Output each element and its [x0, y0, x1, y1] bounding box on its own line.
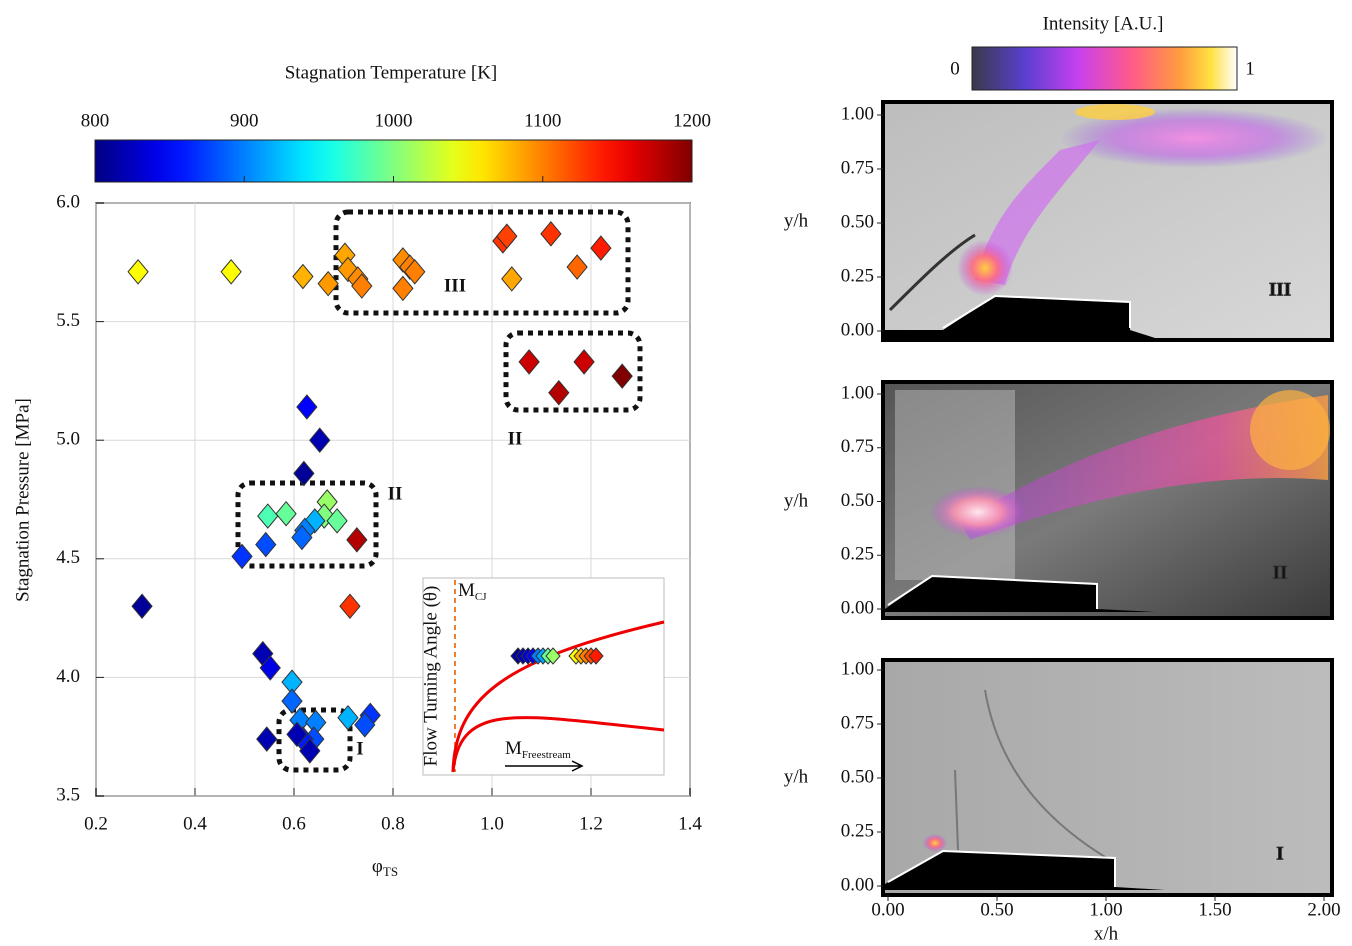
- annotation-label: II: [388, 483, 403, 504]
- y-tick-label: 6.0: [56, 191, 80, 212]
- y-tick-label: 0.50: [841, 211, 874, 232]
- y-tick-label: 0.25: [841, 265, 874, 286]
- x-tick-label: 0.2: [84, 813, 108, 834]
- y-tick-label: 0.00: [841, 319, 874, 340]
- y-tick-label: 0.75: [841, 436, 874, 457]
- colorbar-tick-label: 800: [81, 110, 110, 131]
- y-tick-label: 1.00: [841, 103, 874, 124]
- y-tick-label: 1.00: [841, 658, 874, 679]
- y-axis-label: y/h: [784, 490, 809, 511]
- annotation-label: I: [356, 738, 363, 759]
- x-tick-label: 0.6: [282, 813, 306, 834]
- inset: Flow Turning Angle (θ)MCJMFreestream: [420, 578, 664, 775]
- x-tick-label: 1.4: [678, 813, 702, 834]
- y-tick-label: 0.50: [841, 490, 874, 511]
- y-tick-label: 3.5: [56, 784, 80, 805]
- x-tick-label: 1.0: [480, 813, 504, 834]
- y-tick-label: 5.5: [56, 310, 80, 331]
- y-tick-label: 4.0: [56, 666, 80, 687]
- panel-label: II: [1273, 562, 1288, 583]
- x-tick-label: 2.00: [1307, 899, 1340, 920]
- inset-x-label-sub: Freestream: [522, 749, 571, 761]
- colorbar-label: Stagnation Temperature [K]: [285, 62, 498, 83]
- colorbar: [95, 140, 692, 182]
- x-tick-label: 0.50: [980, 899, 1013, 920]
- y-axis-label: Stagnation Pressure [MPa]: [12, 398, 33, 602]
- inset-line-label-main: M: [458, 580, 475, 601]
- x-axis-label: x/h: [1094, 923, 1119, 944]
- inset-x-label-main: M: [505, 738, 522, 759]
- annotation-label: III: [444, 275, 466, 296]
- colorbar-tick-label: 1000: [375, 110, 413, 131]
- x-tick-label: 1.50: [1198, 899, 1231, 920]
- image-panel: I: [883, 660, 1332, 895]
- annotation-label: II: [508, 428, 523, 449]
- inset-line-label-sub: CJ: [475, 591, 487, 603]
- flow-feature: [1075, 104, 1155, 120]
- figure: Stagnation Temperature [K] Stagnation Pr…: [0, 0, 1352, 946]
- intensity-tick-label: 0: [950, 58, 960, 79]
- x-tick-label: 1.2: [579, 813, 603, 834]
- y-tick-label: 0.25: [841, 544, 874, 565]
- intensity-colorbar: [972, 47, 1237, 90]
- x-axis-label: φTS: [372, 856, 398, 879]
- colorbar-tick-label: 1200: [673, 110, 711, 131]
- colorbar-tick-label: 900: [230, 110, 259, 131]
- y-tick-label: 0.00: [841, 874, 874, 895]
- image-panel: II: [883, 382, 1332, 618]
- x-tick-label: 1.00: [1089, 899, 1122, 920]
- y-tick-label: 1.00: [841, 382, 874, 403]
- y-tick-label: 4.5: [56, 547, 80, 568]
- flow-feature: [957, 240, 1013, 296]
- image-panel: III: [883, 102, 1332, 340]
- panel-label: I: [1276, 843, 1283, 864]
- x-tick-label: 0.00: [871, 899, 904, 920]
- flow-feature: [1250, 390, 1330, 470]
- y-tick-label: 0.00: [841, 597, 874, 618]
- colorbar-tick-label: 1100: [524, 110, 561, 131]
- y-axis-label: y/h: [784, 766, 809, 787]
- y-tick-label: 0.75: [841, 157, 874, 178]
- y-tick-label: 0.75: [841, 712, 874, 733]
- intensity-tick-label: 1: [1245, 58, 1255, 79]
- intensity-label: Intensity [A.U.]: [1043, 13, 1164, 34]
- inset-y-label: Flow Turning Angle (θ): [420, 586, 441, 767]
- x-tick-label: 0.4: [183, 813, 207, 834]
- flow-feature: [895, 390, 1015, 580]
- flow-feature: [923, 834, 947, 852]
- panel-label: III: [1269, 279, 1291, 300]
- y-tick-label: 5.0: [56, 429, 80, 450]
- flow-feature: [930, 486, 1026, 538]
- x-tick-label: 0.8: [381, 813, 405, 834]
- x-label-main: φ: [372, 856, 383, 877]
- x-label-sub: TS: [383, 864, 398, 879]
- y-axis-label: y/h: [784, 210, 809, 231]
- y-tick-label: 0.50: [841, 766, 874, 787]
- y-tick-label: 0.25: [841, 820, 874, 841]
